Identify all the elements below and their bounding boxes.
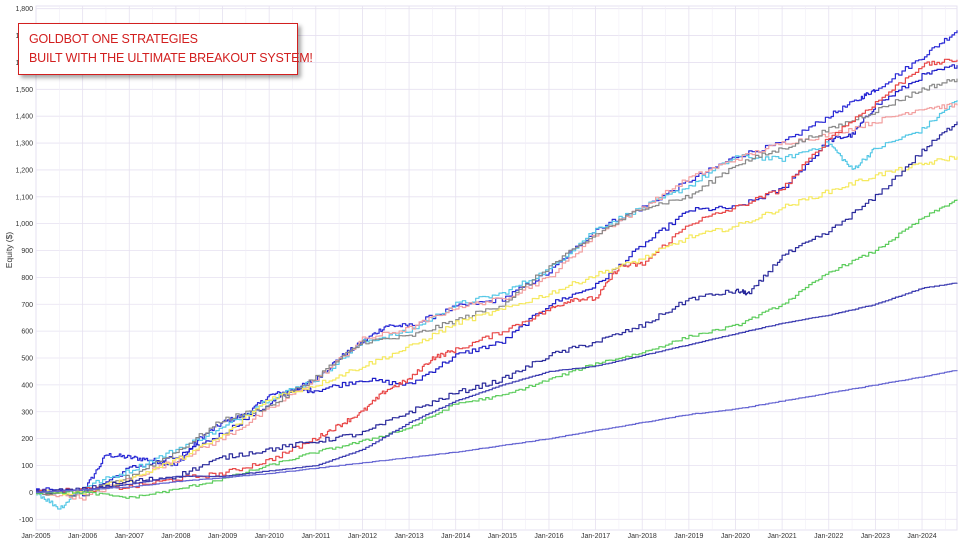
x-tick-label: Jan-2015 — [488, 533, 517, 540]
x-tick-label: Jan-2012 — [348, 533, 377, 540]
x-tick-label: Jan-2021 — [768, 533, 797, 540]
y-tick-label: 600 — [21, 329, 33, 336]
banner-line-1: GOLDBOT ONE STRATEGIES — [29, 32, 198, 46]
grid-layer — [35, 5, 958, 531]
y-tick-label: 400 — [21, 382, 33, 389]
y-tick-label: 700 — [21, 302, 33, 309]
y-tick-label: 1,800 — [15, 6, 33, 13]
x-tick-label: Jan-2017 — [581, 533, 610, 540]
equity-series-line-7 — [36, 155, 958, 496]
equity-series-line-1 — [36, 30, 958, 495]
equity-series-line-4 — [36, 103, 958, 501]
y-tick-label: 800 — [21, 275, 33, 282]
x-tick-label: Jan-2022 — [814, 533, 843, 540]
equity-series-line-9 — [36, 199, 958, 499]
x-tick-label: Jan-2013 — [394, 533, 423, 540]
x-tick-label: Jan-2010 — [255, 533, 284, 540]
y-tick-label: 0 — [29, 490, 33, 497]
x-tick-label: Jan-2011 — [301, 533, 330, 540]
x-tick-label: Jan-2018 — [628, 533, 657, 540]
y-tick-label: 900 — [21, 248, 33, 255]
equity-series-line-3 — [36, 100, 958, 510]
equity-series-line-5 — [36, 78, 958, 497]
x-tick-label: Jan-2008 — [161, 533, 190, 540]
x-tick-label: Jan-2005 — [21, 533, 50, 540]
equity-series-line-2 — [36, 64, 958, 497]
strategy-banner: GOLDBOT ONE STRATEGIES BUILT WITH THE UL… — [18, 23, 313, 75]
y-tick-label: -100 — [19, 517, 33, 524]
y-tick-label: 200 — [21, 436, 33, 443]
x-tick-label: Jan-2007 — [115, 533, 144, 540]
equity-series-line-10 — [36, 282, 958, 494]
y-tick-label: 1,000 — [15, 221, 33, 228]
y-tick-label: 100 — [21, 463, 33, 470]
x-tick-label: Jan-2006 — [68, 533, 97, 540]
series-layer — [36, 30, 958, 510]
x-tick-label: Jan-2023 — [861, 533, 890, 540]
equity-series-line-11 — [36, 370, 958, 494]
y-tick-label: 1,500 — [15, 87, 33, 94]
plot-frame — [35, 5, 958, 531]
equity-series-line-6 — [36, 58, 958, 495]
x-tick-label: Jan-2019 — [674, 533, 703, 540]
banner-line-2: BUILT WITH THE ULTIMATE BREAKOUT SYSTEM! — [29, 51, 313, 65]
x-tick-label: Jan-2009 — [208, 533, 237, 540]
y-tick-label: 300 — [21, 409, 33, 416]
equity-series-line-8 — [36, 121, 958, 495]
x-tick-label: Jan-2016 — [534, 533, 563, 540]
y-tick-label: 1,200 — [15, 167, 33, 174]
y-tick-label: 500 — [21, 356, 33, 363]
y-tick-label: 1,400 — [15, 114, 33, 121]
x-tick-label: Jan-2024 — [907, 533, 936, 540]
axis-layer: -100 0 100 200 300 400 500 600 700 800 900 1,000 1,1… — [15, 6, 936, 540]
y-tick-label: 1,100 — [15, 194, 33, 201]
y-axis-title: Equity ($) — [4, 232, 14, 269]
x-tick-label: Jan-2020 — [721, 533, 750, 540]
x-tick-label: Jan-2014 — [441, 533, 470, 540]
y-tick-label: 1,300 — [15, 141, 33, 148]
